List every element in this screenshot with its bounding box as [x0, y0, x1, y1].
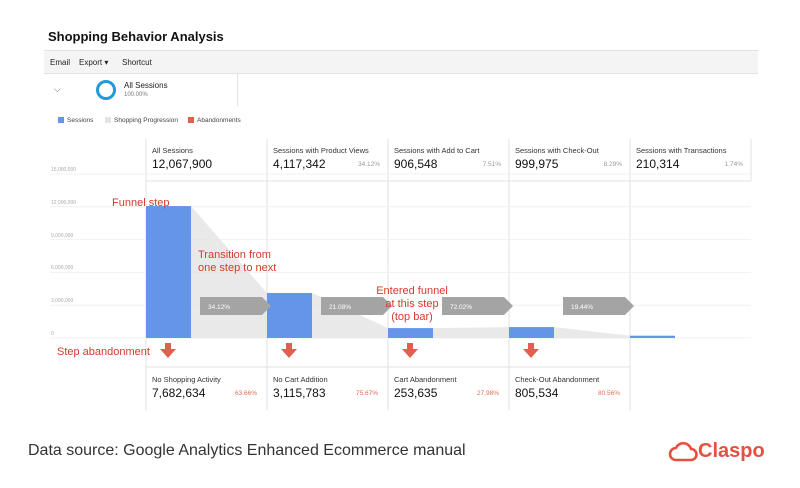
email-button[interactable]: Email: [50, 58, 71, 67]
chevron-down-icon[interactable]: ⌵: [54, 84, 61, 94]
segment-picker[interactable]: [78, 74, 238, 106]
legend-swatch-progression: [105, 117, 111, 123]
report-title: Shopping Behavior Analysis: [48, 29, 224, 44]
abandonment-cell: Cart Abandonment 253,635 27.98%: [388, 368, 509, 410]
transition-arrow: [563, 297, 634, 315]
annotation-line: Entered funnel: [376, 285, 448, 297]
cloud-logo-icon: [668, 442, 698, 462]
step-label: All Sessions: [152, 146, 193, 155]
abandonment-arrow-stem: [528, 343, 534, 349]
abandonment-arrow-head: [281, 349, 297, 358]
step-label: Sessions with Add to Cart: [394, 146, 480, 155]
funnel-step-header: All Sessions 12,067,900: [146, 139, 267, 181]
abandonment-label: Cart Abandonment: [394, 375, 457, 384]
abandonment-value: 253,635: [394, 386, 438, 400]
step-label: Sessions with Product Views: [273, 146, 369, 155]
abandonment-percent: 63.66%: [234, 390, 257, 397]
abandonment-label: No Shopping Activity: [152, 375, 221, 384]
step-label: Sessions with Check-Out: [515, 146, 599, 155]
abandonment-arrow-stem: [407, 343, 413, 349]
shortcut-button[interactable]: Shortcut: [122, 58, 152, 67]
legend-label: Shopping Progression: [114, 117, 178, 124]
legend-item-progression: Shopping Progression: [105, 117, 178, 124]
segment-percent: 100.00%: [124, 92, 148, 98]
step-percent: 8.29%: [603, 161, 622, 168]
step-value: 210,314: [636, 157, 680, 171]
y-tick-label: 15,000,000: [51, 167, 77, 173]
step-value: 4,117,342: [273, 157, 326, 171]
abandonment-percent: 27.98%: [476, 390, 499, 397]
abandonment-cell: No Cart Addition 3,115,783 75.67%: [267, 368, 388, 410]
step-value: 906,548: [394, 157, 438, 171]
segment-name: All Sessions: [124, 81, 168, 90]
session-bar: [146, 206, 191, 338]
transition-rate: 21.08%: [329, 304, 351, 311]
legend-item-sessions: Sessions: [58, 117, 93, 124]
abandonment-percent: 80.56%: [597, 390, 620, 397]
transition-rate: 72.02%: [450, 304, 472, 311]
step-percent: 1.74%: [724, 161, 743, 168]
legend-swatch-abandonments: [188, 117, 194, 123]
abandonment-value: 805,534: [515, 386, 559, 400]
legend-label: Abandonments: [197, 117, 241, 124]
annotation-funnel-step: Funnel step: [112, 197, 170, 209]
session-bar: [267, 292, 312, 338]
abandonment-value: 3,115,783: [273, 386, 326, 400]
y-tick-label: 12,000,000: [51, 199, 77, 206]
session-bar: [509, 327, 554, 338]
abandonment-arrow-stem: [165, 343, 171, 349]
abandonment-value: 7,682,634: [152, 386, 206, 400]
abandonment-arrow-head: [402, 349, 418, 358]
session-bar: [630, 335, 675, 338]
transition-rate: 19.44%: [571, 304, 593, 311]
funnel-step-header: Sessions with Product Views 4,117,342 34.1…: [267, 139, 388, 181]
progression-area: [433, 327, 509, 338]
abandonment-arrow-head: [523, 349, 539, 358]
segment-ring-icon: [96, 80, 116, 100]
abandonment-percent: 75.67%: [355, 390, 378, 397]
step-value: 12,067,900: [152, 157, 213, 171]
session-bar: [388, 328, 433, 338]
export-menu[interactable]: Export ▾: [79, 58, 109, 67]
y-tick-label: 0: [51, 331, 54, 337]
legend-item-abandonments: Abandonments: [188, 117, 241, 124]
y-tick-label: 3,000,000: [51, 298, 74, 305]
y-tick-label: 9,000,000: [51, 232, 74, 239]
transition-arrow: [200, 297, 271, 315]
data-source-note: Data source: Google Analytics Enhanced E…: [28, 442, 466, 459]
step-percent: 34.12%: [357, 161, 380, 168]
annotation-line: one step to next: [198, 262, 277, 274]
segment-row: ⌵ All Sessions 100.00%: [44, 74, 758, 106]
annotation-entered-funnel: Entered funnel at this step (top bar): [370, 285, 454, 324]
abandonment-label: Check-Out Abandonment: [515, 375, 600, 384]
abandonment-arrow-stem: [286, 343, 292, 349]
annotation-transition: Transition from one step to next: [198, 249, 276, 275]
funnel-step-header: Sessions with Transactions 210,314 1.74%: [630, 139, 751, 181]
abandonment-arrow-head: [160, 349, 176, 358]
abandonment-cell: No Shopping Activity 7,682,634 63.66%: [146, 368, 267, 410]
annotation-line: (top bar): [391, 311, 433, 323]
annotation-step-abandonment: Step abandonment: [57, 346, 150, 358]
abandonment-label: No Cart Addition: [273, 375, 328, 384]
y-tick-label: 6,000,000: [51, 265, 74, 272]
report-toolbar: Email Export ▾ Shortcut: [44, 50, 758, 74]
annotation-line: Transition from: [198, 249, 271, 261]
transition-rate: 34.12%: [208, 304, 230, 311]
funnel-step-header: Sessions with Check-Out 999,975 8.29%: [509, 139, 630, 181]
legend-label: Sessions: [67, 117, 94, 124]
step-value: 999,975: [515, 157, 559, 171]
transition-arrow: [442, 297, 513, 315]
transition-arrow: [321, 297, 392, 315]
step-label: Sessions with Transactions: [636, 146, 727, 155]
funnel-step-header: Sessions with Add to Cart 906,548 7.51%: [388, 139, 509, 181]
progression-area: [554, 327, 630, 338]
legend-swatch-sessions: [58, 117, 64, 123]
annotation-line: at this step: [385, 298, 439, 310]
brand-name: Claspo: [698, 440, 765, 462]
step-percent: 7.51%: [482, 161, 501, 168]
abandonment-cell: Check-Out Abandonment 805,534 80.56%: [509, 368, 630, 410]
